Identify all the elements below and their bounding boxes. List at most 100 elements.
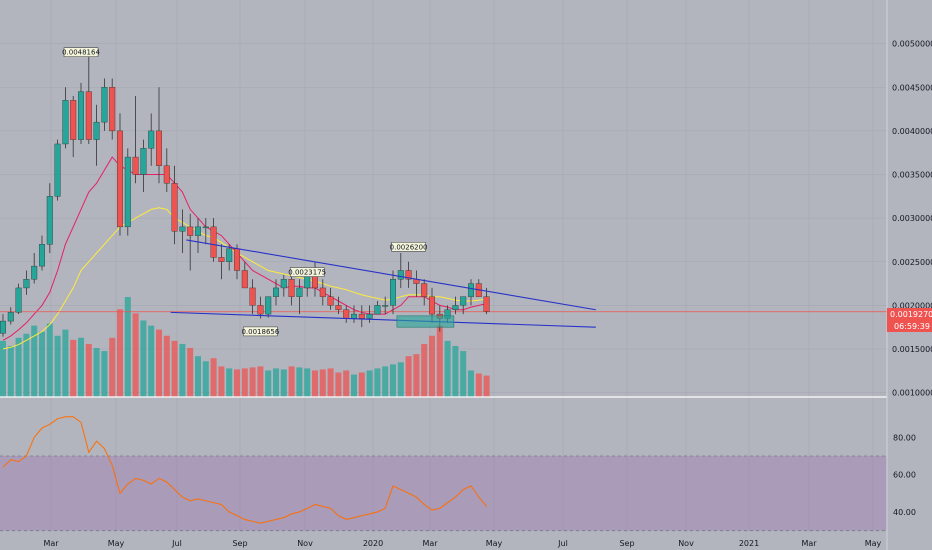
candle-body — [0, 320, 6, 334]
time-tick-label: Nov — [297, 539, 313, 548]
candle — [7, 307, 14, 325]
volume-bar — [202, 361, 209, 397]
candle-body — [319, 287, 326, 297]
volume-bar — [436, 325, 443, 397]
candle — [390, 270, 397, 315]
candle-body — [85, 91, 92, 140]
annotation-box — [289, 267, 325, 277]
candle — [62, 87, 69, 149]
volume-bar — [187, 348, 194, 397]
annotation-text: 0.0026200 — [390, 243, 428, 251]
volume-bar — [444, 340, 451, 397]
candle-body — [77, 91, 84, 140]
candle-body — [23, 279, 30, 289]
time-tick-label: May — [108, 539, 125, 548]
time-tick-label: Mar — [43, 539, 59, 548]
trendline — [186, 239, 596, 311]
candle — [171, 165, 178, 245]
price-tick-label: 0.0040000 — [892, 127, 932, 136]
volume-bar — [195, 356, 201, 397]
price-annotation: 0.0018656 — [241, 326, 280, 337]
candle — [249, 279, 256, 315]
volume-bar — [93, 348, 100, 397]
candle-body — [374, 305, 381, 315]
rsi-tick-label: 80.00 — [893, 433, 916, 442]
volume-bar — [132, 313, 139, 397]
candle-body — [460, 296, 467, 306]
candle-body — [241, 270, 248, 289]
candle-body — [280, 279, 287, 289]
candle — [85, 56, 92, 144]
candle-body — [366, 313, 373, 319]
candle — [46, 183, 53, 254]
candle — [218, 244, 225, 280]
candle — [382, 296, 389, 315]
volume-bar — [78, 337, 84, 397]
candle-body — [93, 121, 100, 140]
candle-body — [140, 148, 147, 175]
annotation-box — [391, 242, 426, 252]
candle — [31, 253, 38, 284]
candle — [483, 287, 490, 315]
volume-bar — [413, 354, 420, 397]
volume-bar — [288, 366, 295, 397]
annotation-text: 0.0018656 — [241, 328, 279, 336]
candle-body — [351, 313, 358, 319]
last-price-bg — [887, 308, 932, 320]
candle — [132, 95, 139, 184]
volume-bar — [452, 345, 459, 397]
volume-bar — [405, 356, 412, 397]
candle-body — [257, 305, 264, 315]
candle-body — [109, 87, 116, 132]
time-tick-label: 2021 — [739, 539, 759, 548]
rsi-axis: 80.00 60.00 40.00 — [893, 433, 916, 517]
candle-body — [468, 283, 475, 297]
volume-bar — [179, 343, 186, 397]
candle-body — [429, 296, 436, 315]
rsi-band — [0, 455, 887, 532]
time-tick-label: Sep — [619, 539, 634, 548]
volume-bar — [85, 343, 92, 397]
candle-body — [31, 265, 38, 280]
volume-bar — [109, 337, 116, 397]
volume-bar — [7, 345, 14, 397]
candle-body — [421, 283, 428, 297]
countdown-value: 06:59:39 — [894, 322, 930, 331]
price-tick-label: 0.0050000 — [892, 40, 932, 49]
candle-body — [39, 244, 46, 267]
candle-body — [218, 257, 225, 262]
candle-body — [202, 226, 209, 229]
candle — [15, 283, 22, 315]
price-tick-label: 0.0020000 — [892, 301, 932, 310]
candle — [257, 296, 264, 319]
candle-body — [54, 143, 61, 197]
candle-body — [101, 87, 108, 123]
price-annotation: 0.0023175 — [288, 267, 326, 277]
volume-bar — [23, 333, 30, 397]
candle-body — [452, 305, 459, 310]
candle — [179, 209, 186, 254]
price-tick-label: 0.0010000 — [892, 389, 932, 398]
candle-body — [124, 156, 131, 228]
candle — [163, 148, 170, 192]
candle-body — [15, 287, 22, 313]
annotation-box — [243, 326, 278, 337]
candle-body — [62, 100, 69, 145]
candle — [273, 279, 280, 306]
volume-bar — [163, 335, 170, 397]
support-zone — [396, 315, 455, 328]
candle — [319, 279, 326, 306]
candle — [280, 274, 287, 297]
time-tick-label: May — [865, 539, 882, 548]
annotation-text: 0.0048164 — [62, 49, 100, 57]
candle — [452, 296, 459, 315]
trendlines — [170, 239, 596, 328]
candle-body — [405, 270, 412, 280]
candle-body — [483, 296, 490, 312]
price-annotations: 0.0048164 0.0018656 0.0023175 0.0026200 — [62, 47, 428, 337]
volume-bar — [249, 367, 256, 397]
volume-bar — [226, 368, 233, 397]
candle-body — [163, 165, 170, 184]
volume-bar — [265, 370, 272, 397]
